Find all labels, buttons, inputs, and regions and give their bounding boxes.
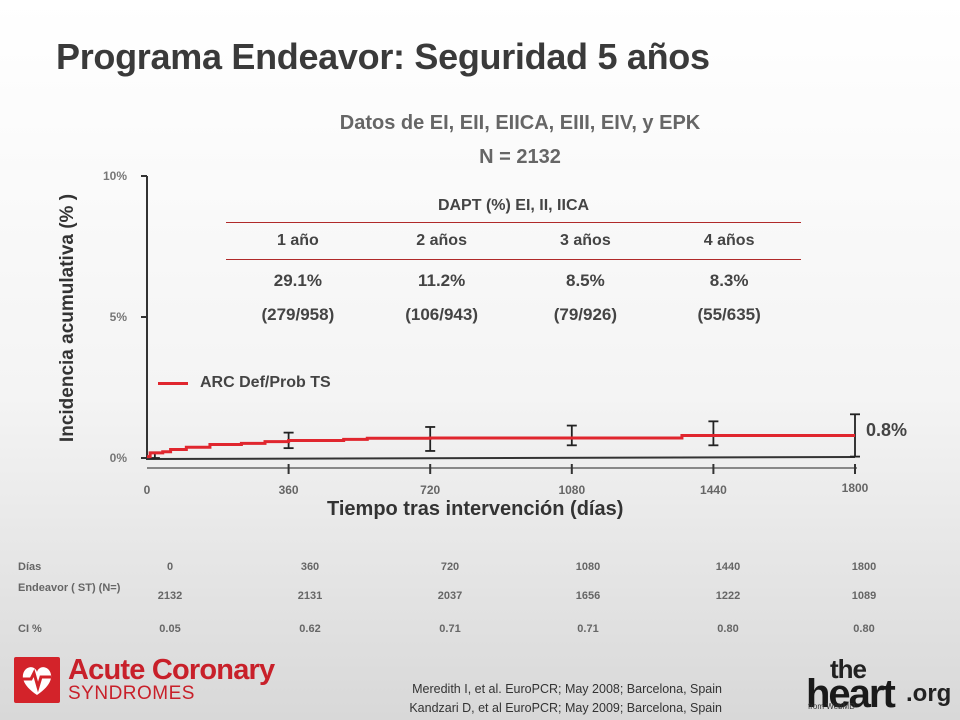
dapt-fraction: (55/635) <box>697 305 761 324</box>
page-title: Programa Endeavor: Seguridad 5 años <box>56 36 710 77</box>
y-tick-label: 5% <box>110 310 128 324</box>
baseline-curve <box>146 456 856 460</box>
risk-cell: 1080 <box>575 561 601 573</box>
risk-cell: 1222 <box>715 590 741 602</box>
x-tick-label: 1080 <box>558 483 585 497</box>
x-tick-label: 720 <box>420 483 440 497</box>
risk-cell: 0.05 <box>159 623 181 635</box>
y-axis-title: Incidencia acumulativa (% ) <box>57 193 78 443</box>
series-end-label: 0.8% <box>866 420 908 440</box>
reference-1: Meredith I, et al. EuroPCR; May 2008; Ba… <box>412 682 722 696</box>
heart-org: .org <box>906 680 952 707</box>
risk-cell: 1440 <box>715 561 741 573</box>
risk-cell: 2132 <box>157 590 183 602</box>
acs-wordmark: Acute Coronary SYNDROMES <box>68 654 275 704</box>
x-axis-title: Tiempo tras intervención (días) <box>327 498 624 520</box>
risk-cell: 2131 <box>297 590 323 602</box>
references: Meredith I, et al. EuroPCR; May 2008; Ba… <box>322 680 722 718</box>
dapt-table: DAPT (%) EI, II, IICA 1 año 2 años 3 año… <box>226 192 801 334</box>
reference-2: Kandzari D, et al EuroPCR; May 2009; Bar… <box>409 701 722 715</box>
dapt-header-row: 1 año 2 años 3 años 4 años <box>226 223 801 260</box>
risk-cell: 1089 <box>851 590 877 602</box>
risk-cell: 0.80 <box>853 623 875 635</box>
heart-word: heart <box>806 672 896 716</box>
chart-subtitle: Datos de EI, EII, EIICA, EIII, EIV, y EP… <box>339 112 701 134</box>
acs-line2: SYNDROMES <box>68 683 195 704</box>
x-tick-label: 1440 <box>700 483 727 497</box>
risk-cell: 0.71 <box>439 623 461 635</box>
risk-cell: 0.71 <box>577 623 599 635</box>
legend-swatch <box>158 381 188 385</box>
y-tick-label: 0% <box>110 451 128 465</box>
risk-row-label: CI % <box>18 623 42 635</box>
dapt-header: 2 años <box>416 232 467 249</box>
theheart-logo: the heart .org from WebMD <box>806 654 952 716</box>
risk-cell: 360 <box>300 561 320 573</box>
heart-the: the <box>830 654 867 684</box>
dapt-percent-row: 29.1% 11.2% 8.5% 8.3% <box>226 260 801 300</box>
risk-cell: 0.62 <box>299 623 321 635</box>
dapt-fraction: (79/926) <box>553 305 618 324</box>
acs-line1: Acute Coronary <box>68 654 275 686</box>
x-tick-label: 1800 <box>842 481 869 495</box>
dapt-title: DAPT (%) EI, II, IICA <box>226 192 801 223</box>
risk-cell: 0 <box>166 561 174 573</box>
risk-cell: 720 <box>440 561 460 573</box>
dapt-percent: 8.5% <box>566 271 605 290</box>
dapt-header: 1 año <box>276 232 319 249</box>
x-tick-label: 360 <box>279 483 299 497</box>
dapt-fraction: (106/943) <box>405 305 479 324</box>
dapt-percent: 11.2% <box>417 271 466 290</box>
acs-logo: Acute Coronary SYNDROMES <box>14 654 275 704</box>
dapt-percent: 8.3% <box>709 271 749 290</box>
dapt-percent: 29.1% <box>273 271 322 290</box>
risk-cell: 1800 <box>851 561 877 573</box>
series-line <box>147 433 855 459</box>
x-tick-label: 0 <box>144 483 151 497</box>
heart-icon <box>14 657 60 703</box>
risk-cell: 2037 <box>437 590 463 602</box>
risk-row-label: Endeavor ( ST) (N=) <box>18 582 121 594</box>
dapt-fraction-row: (279/958) (106/943) (79/926) (55/635) <box>226 300 801 334</box>
heart-from: from WebMD <box>808 702 855 711</box>
dapt-header: 4 años <box>703 232 755 249</box>
risk-row-label: Días <box>18 561 42 573</box>
y-tick-label: 10% <box>103 169 127 183</box>
risk-cell: 1656 <box>575 590 601 602</box>
legend-label: ARC Def/Prob TS <box>200 374 331 391</box>
dapt-header: 3 años <box>560 232 611 249</box>
sample-size: N = 2132 <box>479 146 561 168</box>
dapt-fraction: (279/958) <box>261 305 335 324</box>
risk-cell: 0.80 <box>717 623 739 635</box>
legend: ARC Def/Prob TS <box>158 374 331 392</box>
